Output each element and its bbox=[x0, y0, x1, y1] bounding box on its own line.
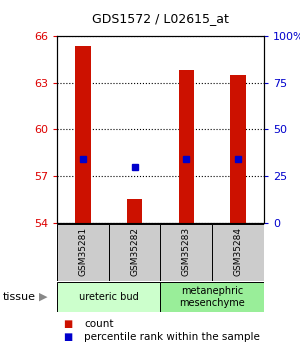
Text: tissue: tissue bbox=[3, 292, 36, 302]
Bar bbox=[109, 224, 160, 281]
Bar bbox=[178, 70, 194, 223]
Bar bbox=[160, 282, 264, 312]
Bar bbox=[212, 224, 264, 281]
Bar bbox=[57, 224, 109, 281]
Text: GSM35282: GSM35282 bbox=[130, 227, 139, 276]
Text: GDS1572 / L02615_at: GDS1572 / L02615_at bbox=[92, 12, 229, 26]
Bar bbox=[75, 46, 91, 223]
Bar bbox=[57, 282, 160, 312]
Text: GSM35284: GSM35284 bbox=[234, 227, 243, 276]
Text: ■: ■ bbox=[63, 319, 72, 328]
Text: count: count bbox=[84, 319, 113, 328]
Bar bbox=[127, 199, 142, 223]
Text: GSM35283: GSM35283 bbox=[182, 227, 191, 276]
Text: ureteric bud: ureteric bud bbox=[79, 292, 139, 302]
Text: GSM35281: GSM35281 bbox=[78, 227, 87, 276]
Text: percentile rank within the sample: percentile rank within the sample bbox=[84, 333, 260, 342]
Bar bbox=[160, 224, 212, 281]
Text: ■: ■ bbox=[63, 333, 72, 342]
Text: ▶: ▶ bbox=[39, 292, 48, 302]
Text: metanephric
mesenchyme: metanephric mesenchyme bbox=[179, 286, 245, 308]
Bar bbox=[230, 75, 246, 223]
